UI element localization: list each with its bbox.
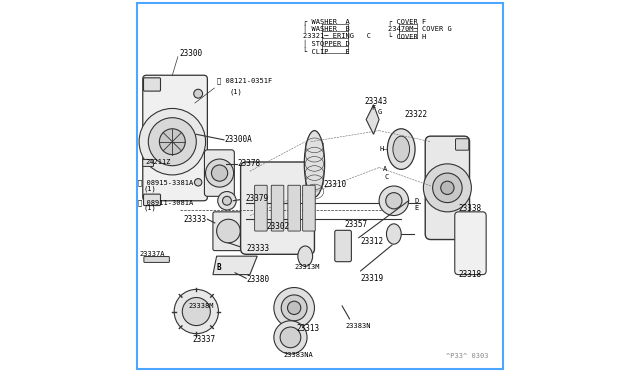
Text: 23313: 23313 <box>296 324 319 333</box>
Text: │ STOPPER D: │ STOPPER D <box>303 40 350 48</box>
Text: 23378: 23378 <box>237 159 260 169</box>
Text: 23338M: 23338M <box>189 303 214 309</box>
Circle shape <box>280 327 301 348</box>
Text: 23470M─ COVER G: 23470M─ COVER G <box>388 26 452 32</box>
Circle shape <box>139 109 205 175</box>
Text: 23302: 23302 <box>266 222 289 231</box>
Polygon shape <box>213 256 257 275</box>
Text: 23322: 23322 <box>405 109 428 119</box>
Text: 23338: 23338 <box>458 203 481 213</box>
Text: C: C <box>385 174 389 180</box>
Text: D: D <box>414 198 419 204</box>
Circle shape <box>174 289 218 334</box>
FancyBboxPatch shape <box>456 139 468 150</box>
FancyBboxPatch shape <box>335 230 351 262</box>
Text: 23357: 23357 <box>344 220 367 229</box>
Text: 23333: 23333 <box>247 244 270 253</box>
Text: 23333: 23333 <box>184 215 207 224</box>
FancyBboxPatch shape <box>137 3 503 369</box>
Circle shape <box>223 196 232 205</box>
Circle shape <box>281 295 307 321</box>
Circle shape <box>194 89 203 98</box>
Text: └ COVER H: └ COVER H <box>388 33 426 40</box>
Text: 23318: 23318 <box>458 270 481 279</box>
Text: ^P33^ 0303: ^P33^ 0303 <box>445 353 488 359</box>
Circle shape <box>274 288 314 328</box>
Text: ┌ COVER F: ┌ COVER F <box>388 18 426 25</box>
FancyBboxPatch shape <box>425 136 470 240</box>
Text: ┌ WASHER  A: ┌ WASHER A <box>303 18 350 25</box>
Text: Ⓑ 08121-0351F: Ⓑ 08121-0351F <box>218 77 273 84</box>
Text: F: F <box>371 106 376 112</box>
Text: 23310: 23310 <box>324 180 347 189</box>
FancyBboxPatch shape <box>213 212 244 251</box>
Ellipse shape <box>393 136 410 162</box>
Text: Ⓦ 08915-3381A: Ⓦ 08915-3381A <box>138 180 193 186</box>
Circle shape <box>424 164 472 212</box>
Circle shape <box>211 165 228 181</box>
Text: Ⓝ 08911-3081A: Ⓝ 08911-3081A <box>138 199 193 206</box>
Ellipse shape <box>387 224 401 244</box>
Polygon shape <box>366 105 379 134</box>
Circle shape <box>386 193 402 209</box>
FancyBboxPatch shape <box>143 160 154 166</box>
Circle shape <box>159 129 185 155</box>
Circle shape <box>274 321 307 354</box>
FancyBboxPatch shape <box>143 75 207 201</box>
Text: 23337A: 23337A <box>140 251 165 257</box>
FancyBboxPatch shape <box>204 150 234 196</box>
Ellipse shape <box>304 131 324 197</box>
Text: A: A <box>383 166 387 172</box>
FancyBboxPatch shape <box>288 185 300 231</box>
FancyBboxPatch shape <box>255 185 268 231</box>
FancyBboxPatch shape <box>303 185 316 231</box>
Text: E: E <box>414 205 419 211</box>
Text: 23343: 23343 <box>364 97 387 106</box>
FancyBboxPatch shape <box>241 162 314 254</box>
Text: └ CLIP    E: └ CLIP E <box>303 48 350 55</box>
FancyBboxPatch shape <box>271 185 284 231</box>
Text: 23321─ ERING   C: 23321─ ERING C <box>303 33 371 39</box>
FancyBboxPatch shape <box>144 257 170 262</box>
Circle shape <box>216 219 240 243</box>
Circle shape <box>379 186 408 215</box>
FancyBboxPatch shape <box>143 78 161 91</box>
Text: 23313M: 23313M <box>294 264 319 270</box>
Ellipse shape <box>387 129 415 169</box>
Text: 23337: 23337 <box>193 335 216 344</box>
Ellipse shape <box>298 246 312 266</box>
Text: 23300A: 23300A <box>225 135 253 144</box>
Circle shape <box>441 181 454 195</box>
Text: 23380: 23380 <box>247 275 270 283</box>
Text: 23383NA: 23383NA <box>283 352 313 358</box>
Text: 24211Z: 24211Z <box>146 159 172 165</box>
Circle shape <box>433 173 462 203</box>
Circle shape <box>195 179 202 186</box>
Text: H—: H— <box>379 146 388 152</box>
Text: 23383N: 23383N <box>346 323 371 329</box>
Circle shape <box>205 159 234 187</box>
Text: (1): (1) <box>143 186 156 192</box>
FancyBboxPatch shape <box>455 212 486 275</box>
Text: 23319: 23319 <box>360 274 384 283</box>
Text: (1): (1) <box>143 205 156 211</box>
Circle shape <box>148 118 196 166</box>
Text: (1): (1) <box>230 89 243 95</box>
Text: G: G <box>377 109 381 115</box>
FancyBboxPatch shape <box>143 194 161 206</box>
Text: │ WASHER  B: │ WASHER B <box>303 25 350 33</box>
Text: B: B <box>216 263 221 272</box>
Text: 23300: 23300 <box>179 49 202 58</box>
Circle shape <box>287 301 301 314</box>
Circle shape <box>182 298 211 326</box>
Circle shape <box>218 192 236 210</box>
Text: 23312: 23312 <box>360 237 384 246</box>
Text: 23379: 23379 <box>245 195 268 203</box>
